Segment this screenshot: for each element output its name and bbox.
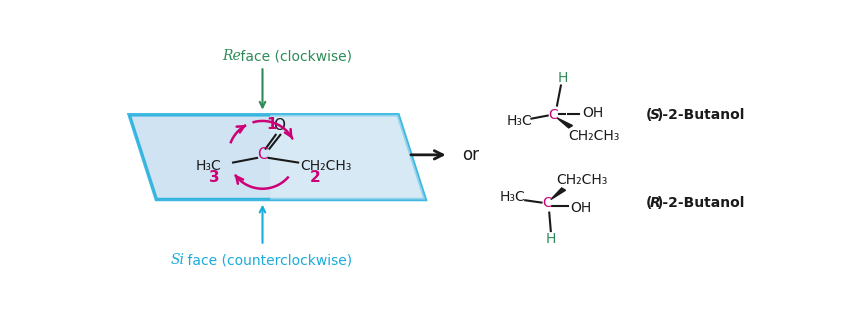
Text: )-2-Butanol: )-2-Butanol [657,196,746,210]
Text: H: H [545,232,556,246]
Text: C: C [257,147,267,162]
Text: Re: Re [222,49,241,63]
Text: face (counterclockwise): face (counterclockwise) [183,253,353,267]
Text: H₃C: H₃C [500,190,525,204]
Text: or: or [463,146,480,164]
Text: C: C [549,108,558,122]
Polygon shape [129,115,425,199]
Text: H₃C: H₃C [195,159,221,173]
Polygon shape [550,188,566,199]
Text: H: H [557,71,568,85]
Text: OH: OH [570,201,592,215]
Text: (: ( [646,196,653,210]
Text: 1: 1 [267,117,277,132]
Text: O: O [273,118,286,133]
Text: face (clockwise): face (clockwise) [237,49,352,63]
Text: Si: Si [171,253,185,267]
Text: CH₂CH₃: CH₂CH₃ [568,129,620,143]
Polygon shape [557,118,573,128]
Text: C: C [542,196,552,210]
Text: CH₂CH₃: CH₂CH₃ [300,159,352,173]
Text: CH₂CH₃: CH₂CH₃ [556,173,608,187]
Text: (: ( [646,108,653,122]
Text: OH: OH [582,106,604,120]
Text: 3: 3 [209,170,220,186]
Text: S: S [650,108,660,122]
Text: R: R [650,196,660,210]
Text: )-2-Butanol: )-2-Butanol [657,108,746,122]
Text: H₃C: H₃C [507,114,531,128]
Text: 2: 2 [310,170,321,186]
Polygon shape [270,115,425,199]
